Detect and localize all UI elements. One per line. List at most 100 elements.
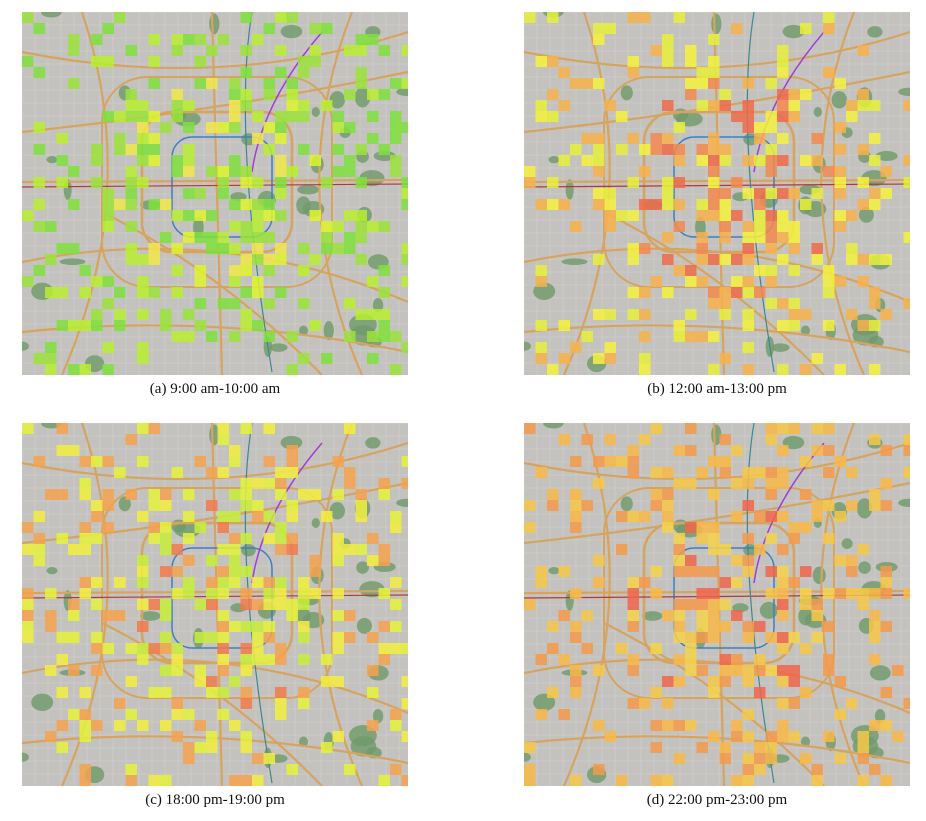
heat-cell xyxy=(811,353,823,364)
heat-cell xyxy=(68,34,80,45)
heat-cell xyxy=(91,155,103,166)
heat-cell xyxy=(731,654,743,665)
heat-cell xyxy=(401,45,408,56)
heat-cell xyxy=(685,654,697,665)
heat-cell xyxy=(125,100,137,111)
heat-cell xyxy=(390,331,402,342)
park xyxy=(59,258,86,265)
heat-cell xyxy=(800,364,812,375)
heat-cell xyxy=(788,265,800,276)
heat-cell xyxy=(673,221,685,232)
heat-cell xyxy=(857,177,869,188)
heat-cell xyxy=(708,566,720,577)
heat-cell xyxy=(114,287,126,298)
heat-cell xyxy=(137,566,149,577)
heat-cell xyxy=(367,276,379,287)
heat-cell xyxy=(857,588,869,599)
heat-cell xyxy=(719,100,731,111)
heat-cell xyxy=(627,610,639,621)
heat-cell xyxy=(367,665,379,676)
heat-cell xyxy=(56,654,68,665)
heat-cell xyxy=(378,555,390,566)
park xyxy=(298,736,309,747)
heat-cell xyxy=(263,265,275,276)
heat-cell xyxy=(558,353,570,364)
heat-cell xyxy=(627,445,639,456)
heat-cell xyxy=(673,654,685,665)
heat-cell xyxy=(378,144,390,155)
park xyxy=(620,496,633,512)
heat-cell xyxy=(708,522,720,533)
heat-cell xyxy=(869,287,881,298)
caption: (b) 12:00 am-13:00 pm xyxy=(647,381,787,397)
heat-cell xyxy=(390,522,402,533)
heat-cell xyxy=(869,632,881,643)
heat-cell xyxy=(125,177,137,188)
heat-cell xyxy=(547,177,559,188)
heat-cell xyxy=(194,298,206,309)
heat-cell xyxy=(321,511,333,522)
heat-cell xyxy=(217,511,229,522)
heat-cell xyxy=(742,276,754,287)
heat-cell xyxy=(765,188,777,199)
heat-cell xyxy=(788,665,800,676)
heat-cell xyxy=(68,599,80,610)
heat-cell xyxy=(685,45,697,56)
heat-cell xyxy=(137,599,149,610)
heat-cell xyxy=(869,298,881,309)
heat-cell xyxy=(217,467,229,478)
heat-cell xyxy=(662,254,674,265)
heat-cell xyxy=(275,698,287,709)
heat-cell xyxy=(639,331,651,342)
heat-cell xyxy=(800,522,812,533)
heat-cell xyxy=(800,89,812,100)
heat-cell xyxy=(742,111,754,122)
heat-cell xyxy=(252,111,264,122)
heat-cell xyxy=(102,456,114,467)
heat-cell xyxy=(869,188,881,199)
heat-cell xyxy=(68,665,80,676)
heat-cell xyxy=(765,210,777,221)
heat-cell xyxy=(765,511,777,522)
heat-cell xyxy=(252,632,264,643)
heat-cell xyxy=(869,254,881,265)
heat-cell xyxy=(355,500,367,511)
heat-cell xyxy=(869,621,881,632)
heat-cell xyxy=(570,489,582,500)
heat-cell xyxy=(777,298,789,309)
heat-cell xyxy=(114,698,126,709)
heat-cell xyxy=(696,78,708,89)
heat-cell xyxy=(252,599,264,610)
heat-cell xyxy=(535,654,547,665)
heat-cell xyxy=(754,199,766,210)
heat-cell xyxy=(102,364,114,375)
heat-cell xyxy=(229,533,241,544)
heat-cell xyxy=(240,599,252,610)
heat-cell xyxy=(286,511,298,522)
heat-cell xyxy=(811,445,823,456)
heat-cell xyxy=(22,522,34,533)
heat-cell xyxy=(102,489,114,500)
heat-cell xyxy=(639,166,651,177)
heat-cell xyxy=(524,775,536,786)
heat-cell xyxy=(731,177,743,188)
heat-cell xyxy=(547,12,559,23)
heat-cell xyxy=(367,133,379,144)
heat-cell xyxy=(604,456,616,467)
heat-cell xyxy=(742,621,754,632)
heat-cell xyxy=(604,221,616,232)
heat-cell xyxy=(401,78,408,89)
heat-cell xyxy=(68,199,80,210)
heat-cell xyxy=(148,687,160,698)
heat-cell xyxy=(754,133,766,144)
heat-cell xyxy=(650,144,662,155)
heat-cell xyxy=(593,309,605,320)
heat-cell xyxy=(593,555,605,566)
heat-cell xyxy=(719,599,731,610)
heat-cell xyxy=(240,654,252,665)
heat-cell xyxy=(355,232,367,243)
heat-cell xyxy=(558,654,570,665)
heat-cell xyxy=(229,100,241,111)
heat-cell xyxy=(56,133,68,144)
heat-cell xyxy=(401,254,408,265)
